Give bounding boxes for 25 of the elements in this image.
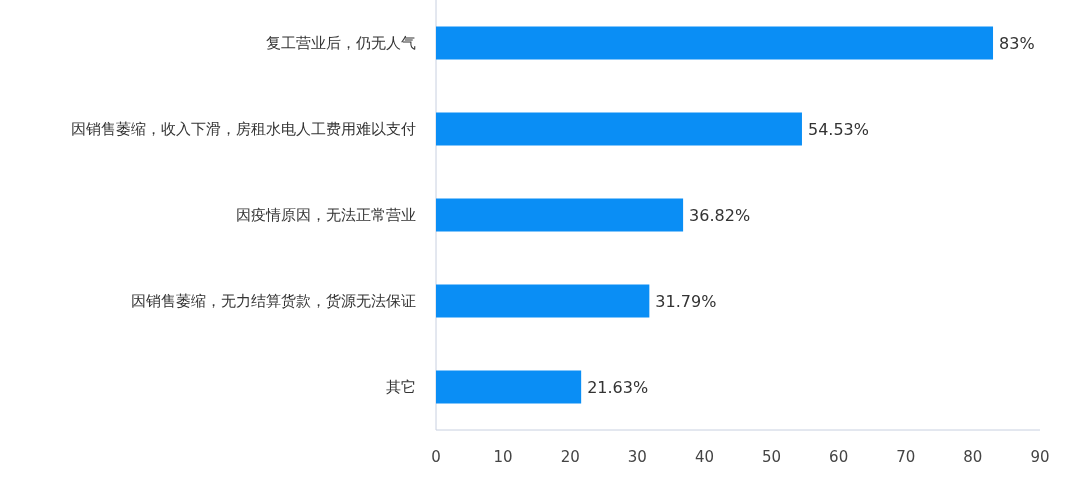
y-tick-label: 其它 xyxy=(386,379,416,395)
x-tick-label: 90 xyxy=(1030,448,1050,466)
x-tick-label: 20 xyxy=(560,448,580,466)
bar xyxy=(436,112,802,146)
y-tick-label: 因销售萎缩，收入下滑，房租水电人工费用难以支付 xyxy=(71,121,416,137)
y-tick-label: 因销售萎缩，无力结算货款，货源无法保证 xyxy=(131,293,416,309)
x-tick-label: 80 xyxy=(963,448,983,466)
bar xyxy=(436,284,650,318)
data-label: 36.82% xyxy=(689,206,751,225)
x-tick-label: 0 xyxy=(431,448,441,466)
x-tick-label: 50 xyxy=(762,448,782,466)
x-tick-label: 40 xyxy=(694,448,714,466)
x-tick-label: 60 xyxy=(829,448,849,466)
data-label: 83% xyxy=(999,34,1035,53)
y-tick-label: 因疫情原因，无法正常营业 xyxy=(236,207,416,223)
x-tick-label: 70 xyxy=(896,448,916,466)
data-label: 31.79% xyxy=(655,292,717,311)
data-label: 54.53% xyxy=(807,120,869,139)
bar xyxy=(436,26,994,60)
data-label: 21.63% xyxy=(587,378,649,397)
bar xyxy=(436,198,684,232)
bar xyxy=(436,370,582,404)
x-tick-label: 30 xyxy=(627,448,647,466)
y-tick-label: 复工营业后，仍无人气 xyxy=(266,35,416,51)
x-tick-label: 10 xyxy=(493,448,513,466)
